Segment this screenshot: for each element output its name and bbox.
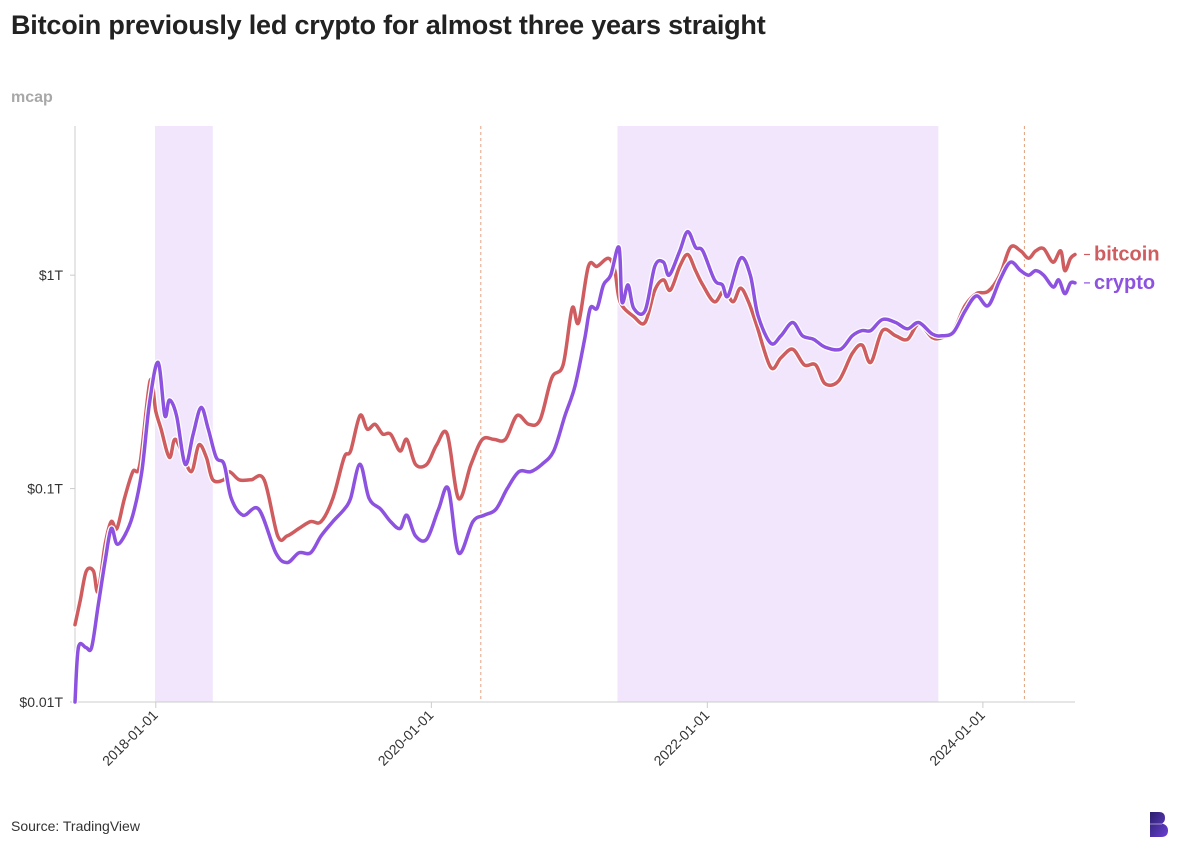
x-tick-label: 2024-01-01 (926, 707, 988, 769)
y-tick-label: $1T (39, 267, 64, 283)
source-note: Source: TradingView (11, 818, 140, 834)
series-line-bitcoin (73, 244, 1077, 627)
x-tick-label: 2022-01-01 (650, 707, 712, 769)
series-line-crypto (73, 229, 1077, 704)
brand-logo (1150, 812, 1168, 837)
series-lines (72, 228, 1078, 705)
x-tick-label: 2018-01-01 (99, 707, 161, 769)
x-tick-label: 2020-01-01 (375, 707, 437, 769)
chart-title: Bitcoin previously led crypto for almost… (11, 10, 766, 40)
series-label-crypto: crypto (1094, 272, 1155, 294)
y-axis-label: mcap (11, 89, 53, 106)
shaded-period-1 (617, 126, 939, 702)
series-labels: bitcoin crypto (1084, 243, 1160, 294)
event-lines (480, 126, 1025, 702)
y-tick-label: $0.1T (27, 481, 63, 497)
y-tick-label: $0.01T (19, 694, 63, 710)
shaded-periods (155, 126, 939, 702)
series-label-bitcoin: bitcoin (1094, 243, 1160, 265)
